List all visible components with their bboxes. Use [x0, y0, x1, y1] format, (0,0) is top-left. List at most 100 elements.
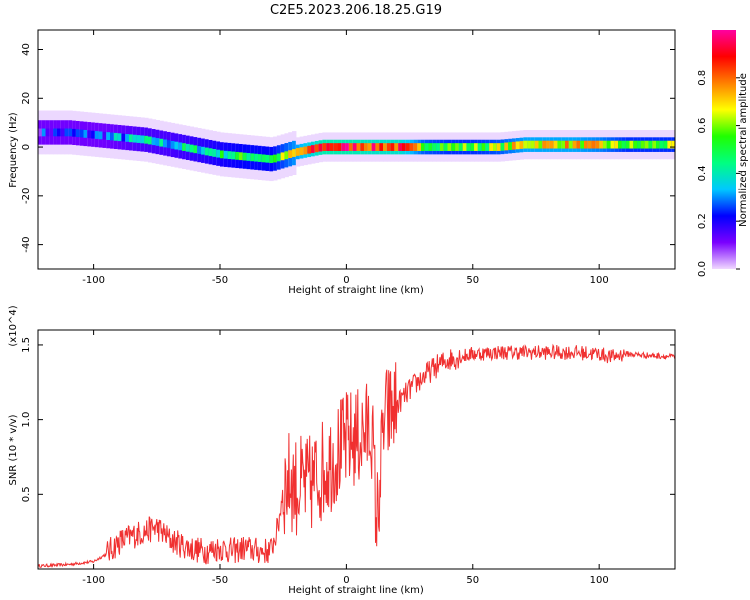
spectrogram-cell [402, 143, 407, 151]
spectrogram-cell [599, 140, 604, 149]
spectrogram-cell [549, 140, 555, 149]
snr-x-axis-label: Height of straight line (km) [288, 585, 424, 596]
colorbar-label: Normalized spectral amplitude [738, 73, 749, 227]
spectrogram-cell [341, 143, 346, 151]
spectrogram-cell [208, 148, 214, 157]
spectrogram-cell [284, 151, 289, 160]
spectrogram-cell [155, 138, 160, 146]
spectrogram-cell [348, 143, 354, 151]
spectrogram-cell [656, 140, 661, 149]
spectrogram-cell [580, 140, 585, 149]
spectrogram-cell [185, 143, 191, 152]
spectrogram-cell [38, 128, 43, 137]
spectrogram-cell [667, 140, 672, 149]
colorbar: 0.0 0.2 0.4 0.6 0.8 Normalized spectral ampl… [697, 30, 749, 277]
spectrogram-cell [352, 143, 358, 151]
spectrogram-cell [508, 142, 513, 150]
spectrogram-cell [273, 154, 278, 163]
spectrogram-cell [420, 143, 426, 151]
spectrogram-cell [144, 135, 149, 144]
spectrogram-cell [98, 131, 104, 140]
spectrogram-cell [633, 140, 638, 149]
spectrogram-cell [227, 151, 232, 160]
spectrogram-cell [371, 143, 377, 151]
spectrogram-cell [79, 129, 85, 138]
spectrogram-cell [129, 134, 134, 143]
spectrogram-cell [140, 135, 145, 144]
spectrogram-cell [49, 128, 54, 137]
spectrogram-y-axis-label: Frequency (Hz) [8, 112, 19, 188]
spectrogram-cell [447, 143, 452, 151]
spectrogram-cell [462, 143, 468, 151]
spectrogram-cell [147, 136, 153, 145]
spectrogram-cell [250, 153, 255, 162]
spectrogram-cell [618, 140, 623, 149]
spectrogram-cell [94, 131, 100, 139]
spectrogram-cell [394, 143, 399, 151]
spectrogram-cell [572, 140, 578, 149]
spectrogram-x-ticks: -100 -50 0 50 100 [82, 30, 609, 286]
spectrogram-cell [41, 128, 47, 137]
snr-x-tick-label: 50 [466, 575, 479, 586]
snr-y-tick-label: 1.5 [21, 337, 32, 353]
colorbar-ticks: 0.0 0.2 0.4 0.6 0.8 [697, 70, 740, 277]
spectrogram-cell [451, 143, 456, 151]
colorbar-tick-label: 0.0 [697, 261, 708, 277]
spectrogram-cell [659, 140, 665, 149]
colorbar-gradient [712, 30, 736, 269]
spectrogram-cell [314, 144, 320, 153]
spectrogram-y-tick-label: 40 [21, 43, 32, 56]
spectrogram-cell [45, 128, 50, 137]
spectrogram-cell [159, 138, 164, 147]
spectrogram-cell [269, 155, 274, 164]
spectrogram-cell [60, 128, 66, 137]
spectrogram-cell [546, 140, 551, 149]
spectrogram-cell [405, 143, 411, 151]
spectrogram-cell [527, 140, 532, 149]
spectrogram-cell [125, 134, 130, 142]
spectrogram-cell [216, 149, 221, 158]
spectrogram-x-tick-label: 50 [466, 275, 479, 286]
spectrogram-cell [53, 128, 58, 137]
spectrogram-cell [614, 140, 619, 149]
spectrogram-cell [136, 135, 141, 143]
spectrogram-cell [413, 143, 418, 151]
spectrogram-cell [470, 143, 475, 151]
spectrogram-cell [106, 132, 111, 140]
spectrogram-cell [257, 154, 263, 162]
spectrogram-cell [409, 143, 414, 151]
spectrogram-cell [383, 143, 388, 151]
spectrogram-cell [166, 140, 172, 149]
spectrogram-cell [307, 145, 312, 154]
spectrogram-cell [466, 143, 471, 151]
spectrogram-cell [311, 145, 316, 153]
spectrogram-cell [292, 149, 297, 157]
spectrogram-cell [356, 143, 361, 151]
spectrogram-cell [174, 141, 179, 150]
snr-y-axis-label: SNR (10 * v/v) [8, 414, 19, 485]
spectrogram-cell [398, 143, 403, 151]
spectrogram-marks [38, 110, 675, 182]
snr-x-ticks: -100 -50 0 50 100 [82, 330, 609, 586]
spectrogram-cell [318, 143, 323, 152]
spectrogram-cell [329, 143, 335, 151]
spectrogram-cell [523, 140, 528, 149]
spectrogram-cell [276, 153, 282, 162]
spectrogram-cell [432, 143, 437, 151]
spectrogram-cell [220, 150, 225, 159]
snr-y-ticks: 0.5 1.0 1.5 [21, 337, 675, 502]
spectrogram-cell [56, 128, 62, 137]
spectrogram-cell [197, 146, 202, 154]
spectrogram-cell [436, 143, 441, 151]
spectrogram-cell [345, 143, 350, 151]
spectrogram-cell [360, 143, 365, 151]
spectrogram-cell [64, 128, 69, 137]
spectrogram-cell [519, 141, 524, 149]
spectrogram-cell [238, 152, 244, 161]
spectrogram-cell [254, 153, 259, 162]
spectrogram-cell [584, 140, 589, 149]
spectrogram-cell [295, 148, 301, 156]
spectrogram-cell [204, 147, 210, 156]
spectrogram-cell [132, 134, 138, 143]
spectrogram-cell [379, 143, 384, 151]
